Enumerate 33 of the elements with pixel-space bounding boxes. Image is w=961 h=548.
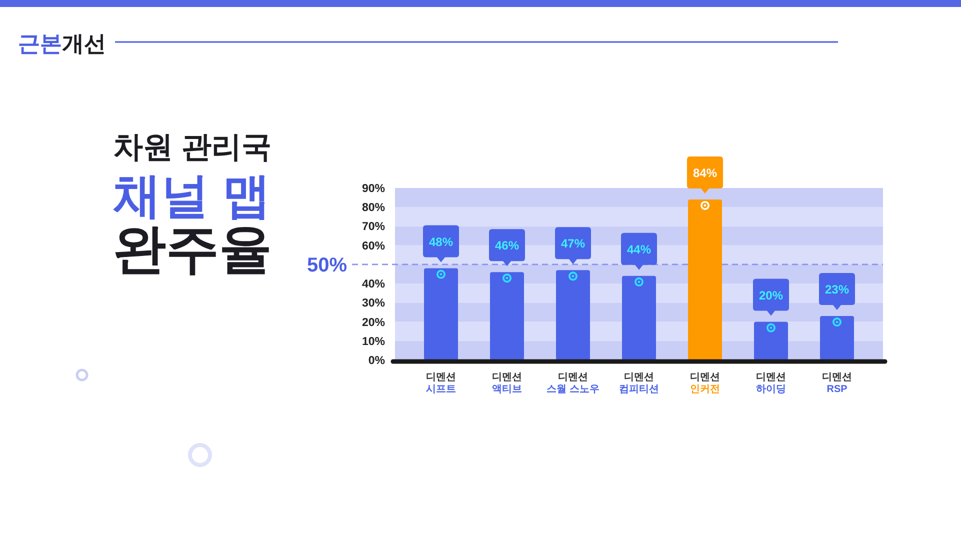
x-tick-label: 디멘션 컴피티션 xyxy=(619,372,659,395)
ref-line-label: 50% xyxy=(306,254,348,276)
y-tick-label: 40% xyxy=(362,278,385,291)
x-tick-label: 디멘션 액티브 xyxy=(492,372,522,395)
x-tick-label: 디멘션 스월 스노우 xyxy=(546,372,600,395)
y-tick-label: 30% xyxy=(362,298,385,310)
y-tick-label: 20% xyxy=(362,316,385,329)
data-label: 46% xyxy=(494,238,520,253)
chart-title: 차원 관리국 채널 맵 완주율 xyxy=(113,131,272,279)
data-label: 48% xyxy=(428,234,454,249)
y-tick-label: 60% xyxy=(362,240,385,252)
data-label: 23% xyxy=(824,282,850,297)
x-tick-label: 디멘션 인커전 xyxy=(690,372,720,395)
x-tick-label: 디멘션 시프트 xyxy=(426,372,456,395)
y-tick-label: 0% xyxy=(368,355,385,367)
bar xyxy=(556,270,590,360)
data-label: 44% xyxy=(626,242,652,256)
bar xyxy=(490,272,524,360)
bar xyxy=(424,268,458,360)
x-tick-label: 디멘션 RSP xyxy=(822,372,852,395)
data-label: 84% xyxy=(692,166,718,180)
data-label: 20% xyxy=(758,288,784,302)
y-tick-label: 90% xyxy=(362,183,385,195)
y-tick-label: 80% xyxy=(362,202,385,214)
bar xyxy=(688,199,722,360)
x-tick-label: 디멘션 하이딩 xyxy=(756,372,786,395)
bar xyxy=(820,316,854,360)
data-label: 47% xyxy=(560,236,586,251)
y-tick-label: 10% xyxy=(362,336,385,348)
text: 근본개선 xyxy=(18,31,106,56)
bar xyxy=(622,276,656,360)
y-tick-label: 70% xyxy=(362,221,385,234)
bar xyxy=(754,322,788,360)
